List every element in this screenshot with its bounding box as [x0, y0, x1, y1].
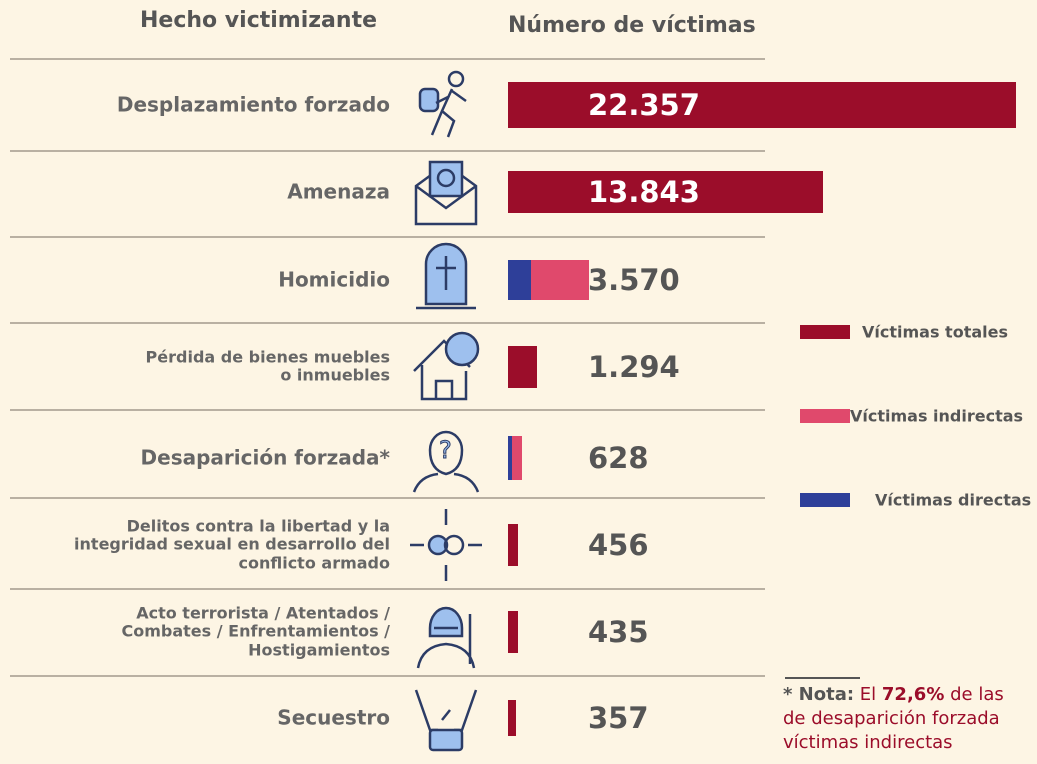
separator	[10, 588, 765, 590]
category-label: Desaparición forzada*	[140, 445, 390, 470]
value-label: 3.570	[588, 263, 680, 297]
icon-disappearance: ?	[412, 430, 480, 493]
header-category: Hecho victimizante	[140, 8, 378, 33]
icon-displacement	[418, 70, 467, 138]
note-lead: * Nota:	[783, 684, 855, 705]
icon-sexual-violence	[410, 509, 482, 581]
separator	[10, 58, 765, 60]
note-text: víctimas indirectas	[783, 732, 953, 753]
bar	[508, 346, 538, 388]
value-label: 13.843	[588, 175, 700, 209]
header-value: Número de víctimas	[508, 13, 756, 38]
separator	[10, 497, 765, 499]
bar	[508, 436, 512, 480]
bar	[508, 82, 1016, 128]
icon-homicide	[416, 242, 476, 310]
note-rule	[785, 677, 860, 679]
separator	[10, 322, 765, 324]
separator	[10, 409, 765, 411]
icon-threat	[414, 160, 478, 226]
value-label: 435	[588, 615, 649, 649]
bar	[508, 611, 518, 653]
separator	[10, 150, 765, 152]
note: * Nota: El 72,6% de las de desaparición …	[783, 683, 1004, 755]
legend-label: Víctimas indirectas	[850, 406, 1024, 426]
bar	[508, 260, 532, 300]
icon-kidnapping	[414, 689, 478, 752]
separator	[10, 236, 765, 238]
category-label: Delitos contra la libertad y la integrid…	[74, 516, 390, 573]
legend-swatch	[800, 493, 850, 507]
value-label: 628	[588, 441, 649, 475]
legend-swatch	[800, 409, 850, 423]
value-label: 22.357	[588, 88, 700, 122]
icon-terrorism	[416, 606, 476, 669]
category-label: Amenaza	[287, 179, 390, 204]
category-label: Pérdida de bienes muebles o inmuebles	[145, 347, 390, 385]
icon-property	[413, 331, 480, 401]
legend-swatch	[800, 325, 850, 339]
value-label: 1.294	[588, 350, 680, 384]
category-label: Desplazamiento forzado	[116, 92, 390, 117]
note-text: El	[859, 684, 877, 705]
category-label: Acto terrorista / Atentados / Combates /…	[121, 603, 391, 660]
note-text: de desaparición forzada	[783, 708, 1000, 729]
bar	[531, 260, 590, 300]
legend-label: Víctimas directas	[875, 490, 1032, 510]
svg-text:?: ?	[439, 436, 452, 464]
note-text: de las	[950, 684, 1004, 705]
note-pct: 72,6%	[881, 684, 945, 705]
category-label: Secuestro	[277, 705, 390, 730]
legend-label: Víctimas totales	[862, 322, 1008, 342]
bar	[508, 700, 517, 736]
category-label: Homicidio	[278, 267, 390, 292]
bar	[508, 171, 823, 213]
bar	[511, 436, 523, 480]
bar	[508, 524, 519, 566]
value-label: 456	[588, 528, 649, 562]
value-label: 357	[588, 701, 649, 735]
separator	[10, 675, 765, 677]
